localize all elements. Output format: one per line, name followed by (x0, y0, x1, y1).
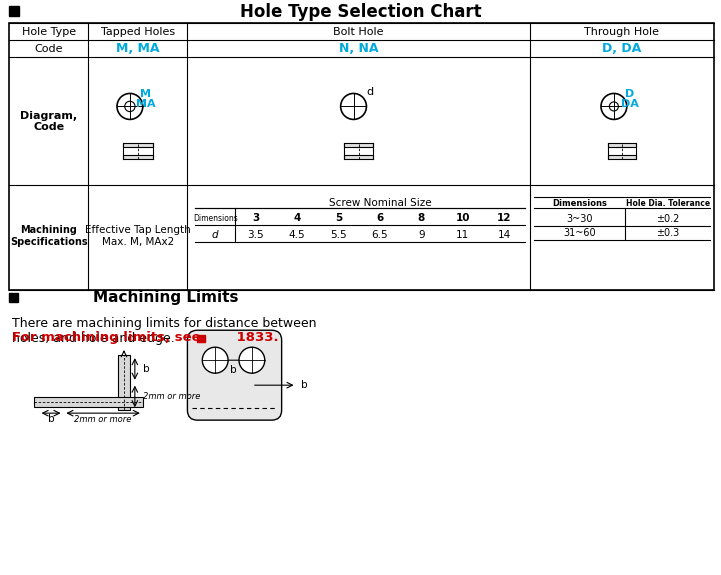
Text: MA: MA (136, 99, 156, 109)
Text: 31~60: 31~60 (563, 228, 596, 238)
Text: M: M (141, 90, 151, 99)
Text: N, NA: N, NA (339, 43, 379, 55)
Text: Dimensions: Dimensions (193, 214, 237, 223)
Bar (9, 40, 714, 58)
Bar (344, 155, 373, 159)
Circle shape (203, 347, 228, 373)
Text: There are machining limits for distance between
holes, and hole and edge.: There are machining limits for distance … (12, 317, 317, 345)
Text: Bolt Hole: Bolt Hole (333, 26, 384, 36)
Text: Tapped Holes: Tapped Holes (101, 26, 175, 36)
Text: d: d (212, 231, 218, 240)
Text: b: b (230, 365, 237, 375)
Bar (608, 143, 636, 147)
Circle shape (609, 102, 619, 111)
Text: 2mm or more: 2mm or more (143, 392, 200, 401)
Text: 2mm or more: 2mm or more (74, 415, 132, 424)
Bar (9, 58, 88, 185)
Text: ±0.3: ±0.3 (656, 228, 679, 238)
Text: 10: 10 (456, 213, 470, 223)
Text: Effective Tap Length
Max. M, MAx2: Effective Tap Length Max. M, MAx2 (85, 225, 191, 247)
Text: D, DA: D, DA (602, 43, 642, 55)
Bar (9, 22, 714, 290)
Text: 6: 6 (376, 213, 384, 223)
Circle shape (117, 94, 143, 120)
Bar (9, 185, 88, 290)
Bar (9, 22, 714, 40)
Text: Diagram,
Code: Diagram, Code (20, 110, 77, 132)
Bar (118, 355, 130, 410)
Bar (608, 155, 636, 159)
Text: Machining
Specifications: Machining Specifications (10, 225, 87, 247)
Text: 5.5: 5.5 (330, 231, 347, 240)
Circle shape (125, 101, 135, 112)
Text: D: D (625, 90, 634, 99)
Text: M, MA: M, MA (116, 43, 159, 55)
Circle shape (601, 94, 627, 120)
Text: d: d (367, 87, 374, 97)
Bar (198, 335, 205, 342)
Text: 11: 11 (456, 231, 469, 240)
Text: Hole Type: Hole Type (22, 26, 76, 36)
Text: 3.5: 3.5 (247, 231, 264, 240)
Text: 1833.: 1833. (232, 331, 279, 344)
Text: 3~30: 3~30 (566, 214, 593, 224)
Bar (9, 6, 19, 16)
Bar (344, 143, 373, 147)
Circle shape (239, 347, 265, 373)
Bar (9, 185, 714, 290)
Bar (123, 155, 153, 159)
Text: 5: 5 (335, 213, 342, 223)
Text: 14: 14 (497, 231, 510, 240)
Text: DA: DA (621, 99, 639, 109)
Text: Through Hole: Through Hole (584, 26, 659, 36)
Text: 3: 3 (252, 213, 260, 223)
Text: Hole Type Selection Chart: Hole Type Selection Chart (240, 2, 482, 21)
Bar (9, 293, 18, 302)
Text: Screw Nominal Size: Screw Nominal Size (329, 198, 431, 208)
Text: 4: 4 (293, 213, 301, 223)
Text: b: b (48, 414, 54, 424)
Text: Dimensions: Dimensions (552, 199, 607, 208)
Text: Hole Dia. Tolerance: Hole Dia. Tolerance (626, 199, 709, 208)
Circle shape (340, 94, 366, 120)
Text: 6.5: 6.5 (371, 231, 388, 240)
Text: ±0.2: ±0.2 (656, 214, 679, 224)
Text: Code: Code (35, 44, 63, 54)
Text: 8: 8 (417, 213, 425, 223)
Text: 4.5: 4.5 (289, 231, 306, 240)
Text: 12: 12 (497, 213, 511, 223)
FancyBboxPatch shape (187, 330, 282, 420)
Bar (34, 397, 143, 407)
Text: Machining Limits: Machining Limits (93, 290, 239, 305)
Text: For machining limits, see: For machining limits, see (12, 331, 200, 344)
Text: b: b (143, 364, 149, 374)
Text: b: b (301, 380, 308, 390)
Text: 9: 9 (418, 231, 425, 240)
Bar (123, 143, 153, 147)
